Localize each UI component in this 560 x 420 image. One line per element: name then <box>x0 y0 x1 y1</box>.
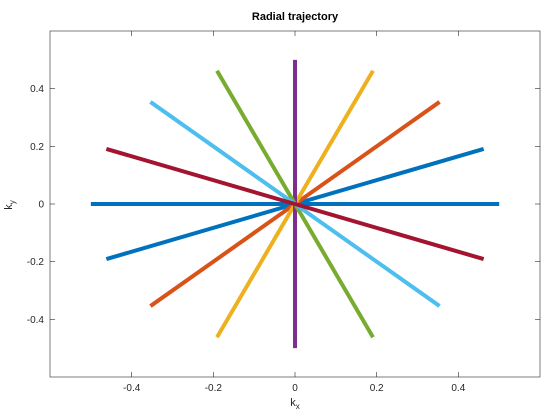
y-tick-label: 0.2 <box>30 142 44 153</box>
x-tick-label: 0.2 <box>370 383 384 394</box>
x-tick-label: 0.4 <box>451 383 465 394</box>
series-layer <box>90 59 500 349</box>
y-tick-label: -0.4 <box>27 315 45 326</box>
ticks-layer: -0.4 -0.2 0 0.2 0.4 -0.4 -0.2 0 0.2 0.4 <box>27 31 540 394</box>
y-axis-label: ky <box>3 200 17 210</box>
y-tick-label: 0 <box>38 200 44 211</box>
y-tick-label: -0.2 <box>27 257 45 268</box>
x-tick-label: -0.2 <box>205 383 223 394</box>
chart-title: Radial trajectory <box>252 11 339 23</box>
x-tick-label: -0.4 <box>123 383 141 394</box>
x-tick-label: 0 <box>292 383 298 394</box>
y-tick-label: 0.4 <box>30 84 44 95</box>
series-line-8 <box>105 147 485 261</box>
x-axis-label: kx <box>290 397 300 411</box>
